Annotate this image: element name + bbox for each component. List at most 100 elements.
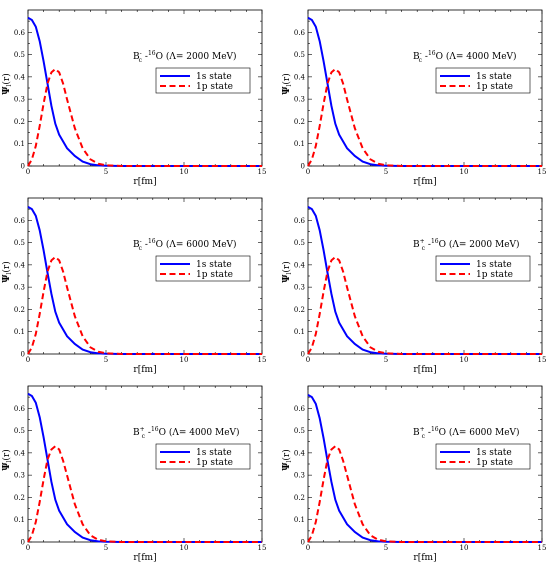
chart-2-y-tick-label: 0.1 bbox=[294, 140, 305, 148]
chart-3-x-tick-label: 10 bbox=[180, 356, 189, 364]
chart-6-y-tick-label: 0.1 bbox=[294, 516, 305, 524]
chart-1-annotation: B-c -16O (Λ= 2000 MeV) bbox=[133, 50, 237, 64]
chart-6-x-tick-label: 0 bbox=[306, 544, 310, 552]
chart-2-y-tick-label: 0.2 bbox=[294, 118, 305, 126]
chart-4-legend-label-1p: 1p state bbox=[476, 270, 513, 280]
chart-6-annotation: B+ c -16O (Λ= 6000 MeV) bbox=[413, 426, 520, 440]
chart-1-x-tick-label: 0 bbox=[26, 168, 30, 176]
chart-4-legend-label-1s: 1s state bbox=[476, 260, 512, 270]
chart-2: 0 5 10 15 0 0.1 0.2 0.3 0.4 0.5 0.6 r[fm] Ψl(r) B-c -… bbox=[281, 9, 547, 187]
chart-3-y-tick-label: 0.2 bbox=[14, 306, 25, 314]
chart-1-series-1p-line bbox=[27, 68, 262, 167]
chart-1-x-tick-label: 15 bbox=[258, 168, 267, 176]
chart-6-y-tick-label: 0.6 bbox=[294, 405, 306, 413]
chart-1-y-tick-label: 0.6 bbox=[14, 29, 26, 37]
chart-2-annotation: B-c -16O (Λ= 4000 MeV) bbox=[413, 50, 517, 64]
chart-1-legend-label-1p: 1p state bbox=[196, 82, 233, 92]
chart-6-x-tick-label: 10 bbox=[460, 544, 469, 552]
chart-4-x-tick-label: 15 bbox=[538, 356, 547, 364]
chart-3-series-1p-line bbox=[27, 256, 262, 355]
chart-6-y-tick-label: 0.4 bbox=[294, 449, 306, 457]
chart-5-series-1p-line bbox=[27, 445, 262, 543]
chart-6-legend-label-1s: 1s state bbox=[476, 448, 512, 458]
chart-5-x-tick-label: 15 bbox=[258, 544, 267, 552]
chart-5-y-tick-label: 0 bbox=[21, 539, 25, 547]
chart-2-y-tick-label: 0 bbox=[301, 163, 305, 171]
chart-3-legend-label-1s: 1s state bbox=[196, 260, 232, 270]
chart-5-y-tick-label: 0.4 bbox=[14, 449, 26, 457]
chart-6-y-axis-label: Ψl(r) bbox=[281, 449, 293, 470]
chart-2-y-tick-label: 0.5 bbox=[294, 51, 305, 59]
chart-2-x-axis-label: r[fm] bbox=[413, 177, 436, 187]
chart-5-y-tick-label: 0.1 bbox=[14, 516, 25, 524]
chart-2-legend-label-1p: 1p state bbox=[476, 82, 513, 92]
chart-3-legend bbox=[155, 255, 251, 282]
chart-2-x-tick-label: 15 bbox=[538, 168, 547, 176]
chart-1-y-tick-label: 0.5 bbox=[14, 51, 25, 59]
chart-3-y-axis-label: Ψl(r) bbox=[1, 261, 13, 282]
chart-3-y-tick-label: 0.6 bbox=[14, 217, 26, 225]
chart-2-series-1p-line bbox=[307, 68, 542, 167]
chart-1-x-tick-label: 5 bbox=[104, 168, 108, 176]
chart-2-x-tick-label: 5 bbox=[384, 168, 388, 176]
chart-3-y-tick-label: 0.4 bbox=[14, 261, 26, 269]
chart-4-y-tick-label: 0.3 bbox=[294, 284, 305, 292]
chart-3-y-tick-label: 0.3 bbox=[14, 284, 25, 292]
chart-1-legend bbox=[155, 67, 251, 94]
chart-4-y-tick-label: 0.4 bbox=[294, 261, 306, 269]
chart-3-y-tick-label: 0 bbox=[21, 351, 25, 359]
chart-1-x-axis-label: r[fm] bbox=[133, 177, 156, 187]
chart-4-x-tick-label: 0 bbox=[306, 356, 310, 364]
chart-6-x-tick-label: 5 bbox=[384, 544, 388, 552]
chart-5: 0 5 10 15 0 0.1 0.2 0.3 0.4 0.5 0.6 r[fm] Ψl(r) B+ c -… bbox=[1, 385, 267, 563]
chart-1-y-tick-label: 0.3 bbox=[14, 96, 25, 104]
chart-6-y-tick-label: 0.2 bbox=[294, 494, 305, 502]
chart-3-x-tick-label: 5 bbox=[104, 356, 108, 364]
chart-1-y-tick-label: 0.1 bbox=[14, 140, 25, 148]
chart-1-legend-label-1s: 1s state bbox=[196, 72, 232, 82]
chart-5-annotation: B+ c -16O (Λ= 4000 MeV) bbox=[133, 426, 240, 440]
chart-5-x-axis-label: r[fm] bbox=[133, 553, 156, 563]
chart-3-y-tick-label: 0.1 bbox=[14, 328, 25, 336]
chart-1-y-axis-label: Ψl(r) bbox=[1, 73, 13, 94]
chart-2-y-axis-label: Ψl(r) bbox=[281, 73, 293, 94]
chart-5-y-tick-label: 0.5 bbox=[14, 427, 25, 435]
chart-5-y-axis-label: Ψl(r) bbox=[1, 449, 13, 470]
chart-1-y-tick-label: 0.2 bbox=[14, 118, 25, 126]
chart-3-legend-label-1p: 1p state bbox=[196, 270, 233, 280]
chart-3-annotation: B-c -16O (Λ= 6000 MeV) bbox=[133, 238, 237, 252]
chart-4-x-tick-label: 10 bbox=[460, 356, 469, 364]
chart-4-legend bbox=[435, 255, 531, 282]
chart-3: 0 5 10 15 0 0.1 0.2 0.3 0.4 0.5 0.6 r[fm] Ψl(r) B-c -… bbox=[1, 197, 267, 375]
chart-2-legend-label-1s: 1s state bbox=[476, 72, 512, 82]
chart-6-series-1p-line bbox=[307, 445, 542, 543]
chart-6-y-tick-label: 0 bbox=[301, 539, 305, 547]
chart-2-y-tick-label: 0.4 bbox=[294, 73, 306, 81]
chart-2-y-tick-label: 0.3 bbox=[294, 96, 305, 104]
chart-6: 0 5 10 15 0 0.1 0.2 0.3 0.4 0.5 0.6 r[fm] Ψl(r) B+ c -… bbox=[281, 385, 547, 563]
chart-4-y-tick-label: 0 bbox=[301, 351, 305, 359]
chart-3-x-axis-label: r[fm] bbox=[133, 365, 156, 375]
chart-5-x-tick-label: 10 bbox=[180, 544, 189, 552]
chart-4-y-axis-label: Ψl(r) bbox=[281, 261, 293, 282]
chart-1-x-tick-label: 10 bbox=[180, 168, 189, 176]
chart-5-x-tick-label: 5 bbox=[104, 544, 108, 552]
chart-1-y-tick-label: 0 bbox=[21, 163, 25, 171]
chart-5-y-tick-label: 0.3 bbox=[14, 472, 25, 480]
chart-3-x-tick-label: 15 bbox=[258, 356, 267, 364]
chart-1-y-tick-label: 0.4 bbox=[14, 73, 26, 81]
chart-2-y-tick-label: 0.6 bbox=[294, 29, 306, 37]
chart-2-legend bbox=[435, 67, 531, 94]
chart-4-y-tick-label: 0.5 bbox=[294, 239, 305, 247]
chart-1: 0 5 10 15 0 0.1 0.2 0.3 0.4 0.5 0.6 r[fm] Ψl(r) B-c -… bbox=[1, 9, 267, 187]
chart-2-x-tick-label: 0 bbox=[306, 168, 310, 176]
chart-6-x-tick-label: 15 bbox=[538, 544, 547, 552]
chart-4: 0 5 10 15 0 0.1 0.2 0.3 0.4 0.5 0.6 r[fm] Ψl(r) B+ c -… bbox=[281, 197, 547, 375]
chart-2-x-tick-label: 10 bbox=[460, 168, 469, 176]
chart-4-y-tick-label: 0.6 bbox=[294, 217, 306, 225]
chart-4-y-tick-label: 0.1 bbox=[294, 328, 305, 336]
chart-3-y-tick-label: 0.5 bbox=[14, 239, 25, 247]
chart-6-y-tick-label: 0.3 bbox=[294, 472, 305, 480]
chart-5-legend-label-1p: 1p state bbox=[196, 458, 233, 468]
